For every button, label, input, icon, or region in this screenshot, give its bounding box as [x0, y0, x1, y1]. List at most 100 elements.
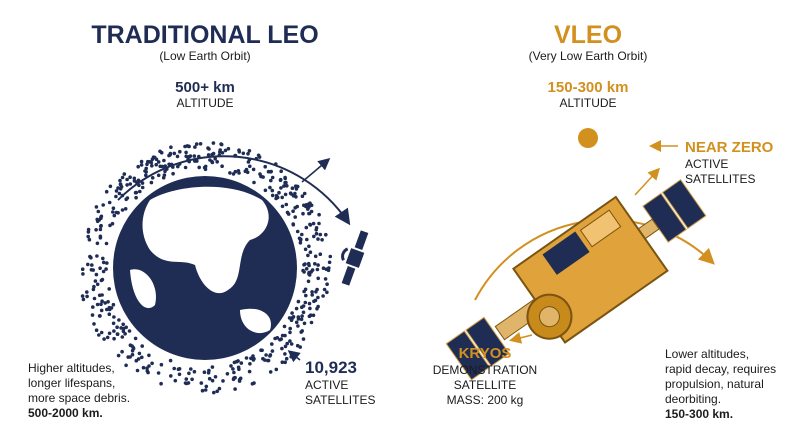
orbit-point: [578, 128, 598, 148]
debris-dot: [104, 267, 108, 271]
debris-dot: [312, 299, 316, 304]
debris-dot: [314, 226, 319, 230]
debris-dot: [266, 358, 270, 363]
debris-dot: [102, 337, 106, 341]
debris-dot: [172, 366, 176, 371]
debris-dot: [280, 195, 285, 200]
debris-dot: [269, 178, 273, 183]
debris-dot: [210, 365, 215, 369]
debris-dot: [108, 223, 112, 228]
debris-dot: [144, 173, 148, 178]
debris-dot: [91, 287, 96, 292]
debris-dot: [125, 183, 129, 187]
debris-dot: [89, 255, 93, 260]
debris-dot: [95, 302, 100, 307]
debris-dot: [270, 188, 275, 193]
debris-dot: [150, 176, 155, 180]
debris-dot: [203, 388, 208, 392]
debris-dot: [270, 342, 274, 346]
title: VLEO: [554, 21, 622, 49]
debris-dot: [211, 141, 216, 145]
debris-dot: [263, 358, 267, 362]
debris-dot: [304, 204, 308, 209]
debris-dot: [268, 370, 273, 374]
debris-dot: [314, 231, 319, 236]
debris-dot: [298, 241, 303, 245]
debris-dot: [128, 182, 133, 186]
debris-dot: [323, 277, 328, 281]
debris-dot: [94, 205, 99, 209]
debris-dot: [94, 328, 99, 333]
debris-dot: [156, 160, 161, 164]
debris-dot: [310, 290, 314, 294]
debris-dot: [316, 276, 321, 281]
debris-dot: [92, 284, 96, 289]
debris-dot: [101, 256, 105, 261]
debris-dot: [280, 333, 285, 338]
debris-dot: [97, 293, 102, 298]
debris-dot: [115, 332, 120, 336]
debris-dot: [300, 305, 304, 310]
debris-dot: [183, 165, 188, 170]
debris-dot: [114, 194, 118, 199]
debris-dot: [306, 279, 311, 284]
count-line: SATELLITES: [685, 172, 755, 186]
debris-dot: [289, 354, 294, 359]
debris-dot: [107, 312, 112, 317]
debris-dot: [100, 299, 104, 304]
note-line: deorbiting.: [665, 392, 721, 406]
debris-dot: [99, 308, 104, 313]
debris-dot: [270, 349, 275, 353]
debris-dot: [130, 352, 135, 357]
debris-dot: [278, 177, 283, 182]
debris-dot: [154, 157, 159, 162]
subtitle: (Low Earth Orbit): [159, 49, 250, 63]
debris-dot: [306, 207, 310, 211]
debris-dot: [131, 345, 136, 350]
debris-dot: [108, 184, 113, 189]
debris-dot: [98, 234, 103, 239]
debris-dot: [299, 317, 304, 322]
debris-dot: [289, 342, 294, 346]
debris-dot: [80, 294, 85, 298]
debris-dot: [139, 163, 144, 167]
debris-dot: [248, 362, 252, 366]
debris-dot: [114, 189, 119, 193]
debris-dot: [303, 287, 308, 292]
debris-dot: [93, 279, 98, 283]
debris-dot: [277, 190, 281, 195]
debris-dot: [140, 344, 144, 348]
debris-dot: [301, 310, 306, 315]
debris-dot: [109, 306, 114, 310]
debris-dot: [309, 203, 314, 208]
debris-dot: [328, 254, 333, 259]
debris-dot: [97, 333, 101, 337]
debris-dot: [303, 300, 308, 305]
debris-dot: [112, 213, 117, 218]
debris-dot: [85, 290, 89, 294]
debris-dot: [226, 146, 231, 151]
debris-dot: [307, 272, 311, 276]
debris-dot: [220, 151, 225, 155]
debris-dot: [228, 171, 232, 175]
debris-dot: [118, 178, 122, 183]
debris-dot: [270, 175, 275, 180]
satellite-name: KRYOS: [459, 345, 512, 362]
debris-dot: [220, 164, 224, 168]
debris-dot: [302, 270, 306, 274]
note-line: more space debris.: [28, 391, 130, 405]
debris-dot: [232, 370, 236, 375]
debris-dot: [178, 149, 182, 154]
debris-dot: [210, 152, 214, 157]
debris-dot: [310, 268, 315, 272]
debris-dot: [135, 368, 140, 373]
debris-dot: [280, 204, 285, 209]
debris-dot: [144, 166, 148, 171]
debris-dot: [261, 175, 265, 179]
debris-dot: [158, 149, 162, 154]
debris-dot: [202, 165, 207, 170]
debris-dot: [99, 215, 103, 220]
debris-dot: [95, 241, 100, 246]
debris-ring: [80, 141, 333, 395]
debris-dot: [316, 237, 320, 241]
